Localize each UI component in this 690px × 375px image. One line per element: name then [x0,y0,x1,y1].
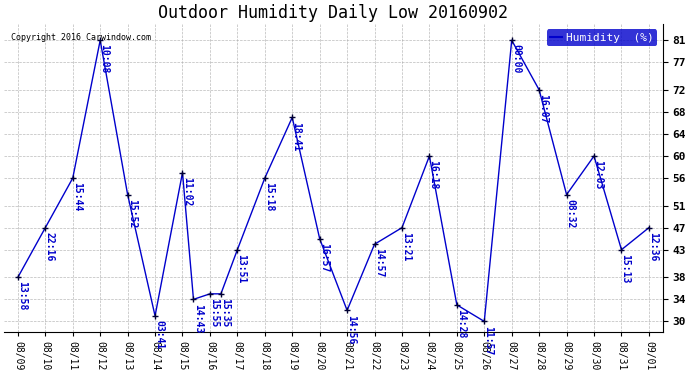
Title: Outdoor Humidity Daily Low 20160902: Outdoor Humidity Daily Low 20160902 [159,4,509,22]
Text: 12:36: 12:36 [648,232,658,261]
Text: 13:51: 13:51 [237,254,246,283]
Text: 13:21: 13:21 [401,232,411,261]
Legend: Humidity  (%): Humidity (%) [547,29,657,46]
Text: 00:00: 00:00 [511,44,521,74]
Text: 14:56: 14:56 [346,315,356,344]
Text: 22:16: 22:16 [44,232,55,261]
Text: 15:52: 15:52 [127,199,137,228]
Text: 16:18: 16:18 [428,160,439,190]
Text: 16:07: 16:07 [538,94,549,123]
Text: 12:03: 12:03 [593,160,603,190]
Text: 16:57: 16:57 [319,243,329,272]
Text: 15:13: 15:13 [620,254,631,283]
Text: 14:28: 14:28 [456,309,466,338]
Text: 15:44: 15:44 [72,182,82,212]
Text: Copyright 2016 Carwindow.com: Copyright 2016 Carwindow.com [11,33,150,42]
Text: 15:55: 15:55 [209,298,219,327]
Text: 11:02: 11:02 [181,177,192,206]
Text: 14:57: 14:57 [374,248,384,278]
Text: 10:08: 10:08 [99,44,109,74]
Text: 13:58: 13:58 [17,282,27,311]
Text: 08:32: 08:32 [566,199,575,228]
Text: 03:41: 03:41 [155,320,164,350]
Text: 14:43: 14:43 [193,303,203,333]
Text: 18:41: 18:41 [291,122,302,151]
Text: 15:18: 15:18 [264,182,274,212]
Text: 15:35: 15:35 [220,298,230,327]
Text: 11:57: 11:57 [484,326,493,355]
